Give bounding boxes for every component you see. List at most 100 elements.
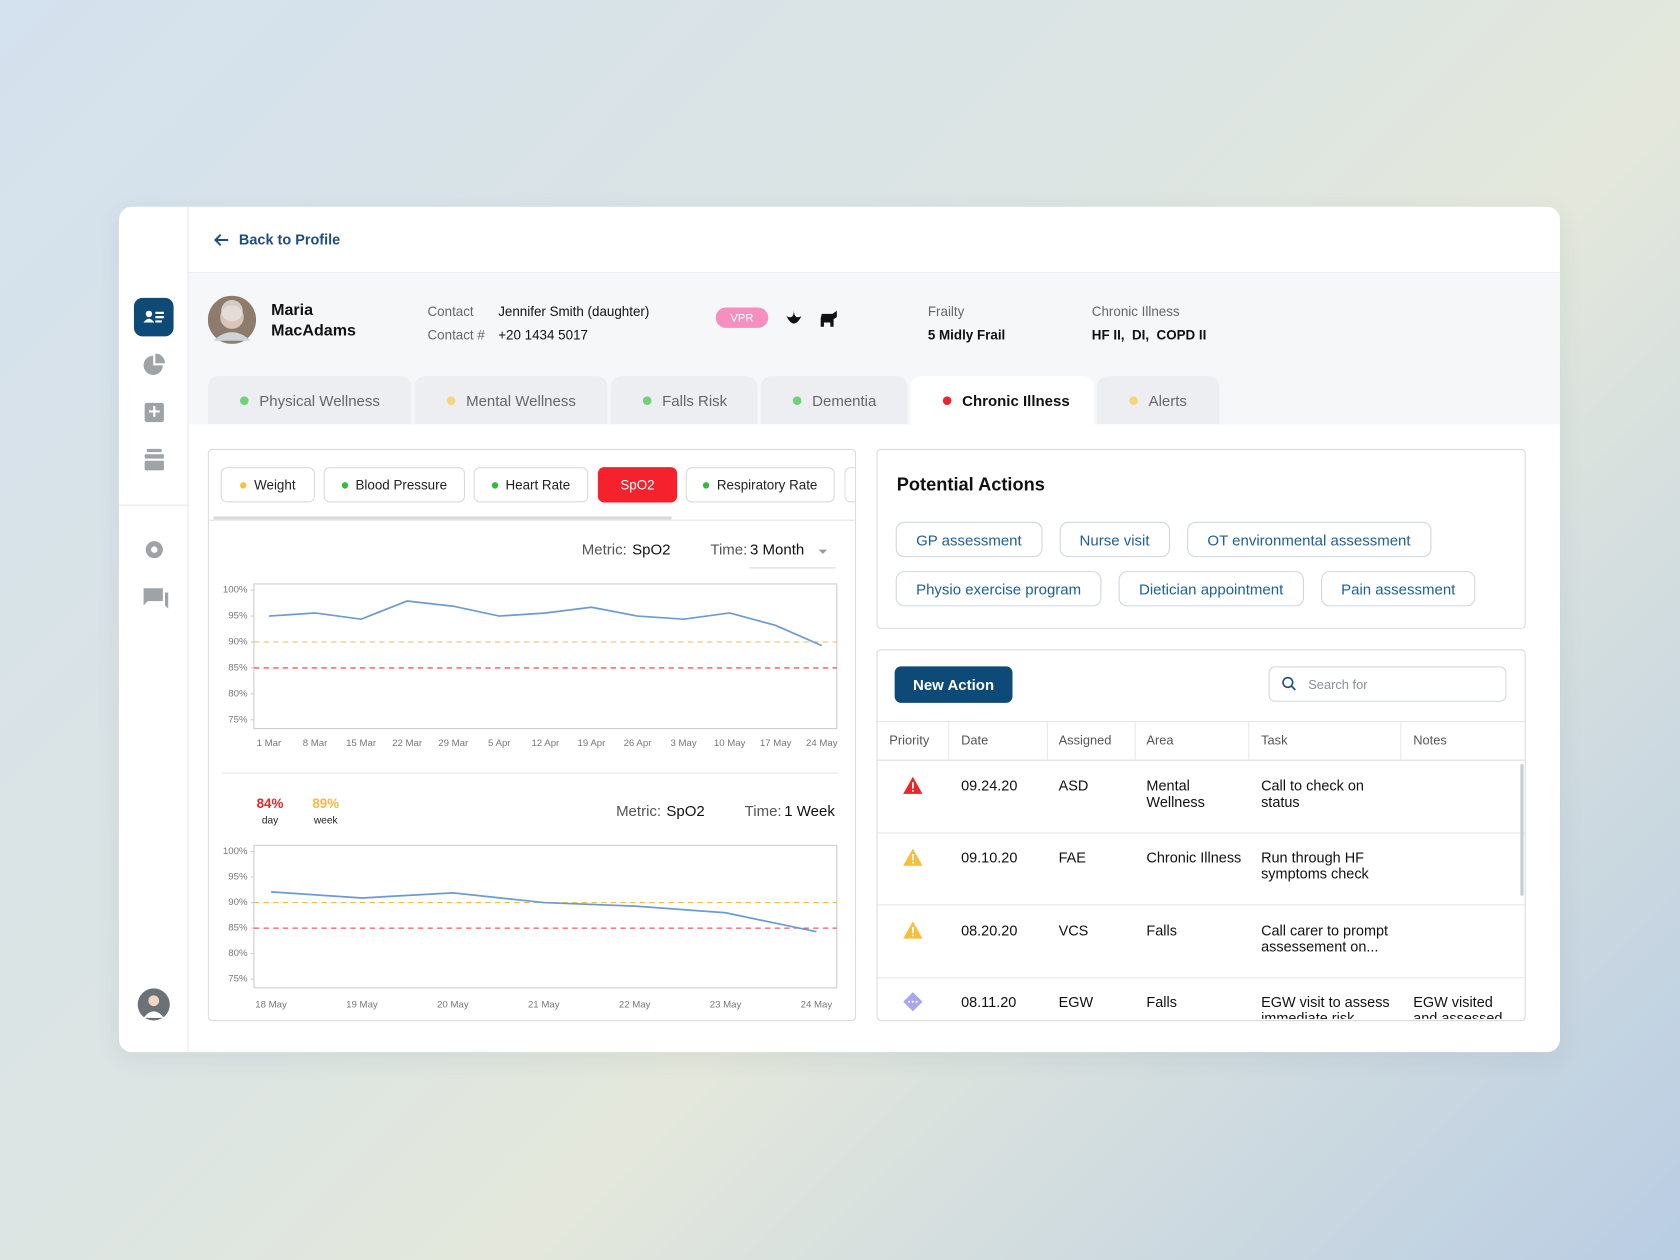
column-separator [1248, 722, 1250, 760]
tab-label: Physical Wellness [259, 391, 380, 409]
cell-task: Call to check on status [1261, 777, 1364, 811]
phone-value: +20 1434 5017 [498, 327, 588, 343]
column-header: Assigned [1058, 732, 1112, 748]
tab-dot[interactable] [1129, 395, 1138, 405]
metric-tab-label: Heart Rate [505, 477, 571, 493]
back-link[interactable]: Back to Profile [238, 231, 341, 248]
cell-date: 09.24.20 [961, 777, 1018, 794]
column-header: Date [961, 732, 989, 748]
cell-date: 09.10.20 [961, 849, 1018, 867]
tab-label: Alerts [1148, 391, 1187, 409]
cell-assigned: EGW [1058, 994, 1094, 1011]
cell-task: Run through HF symptoms check [1261, 849, 1369, 883]
column-separator [1400, 722, 1402, 760]
column-header: Notes [1413, 732, 1447, 748]
actions-title: Potential Actions [896, 474, 1045, 496]
column-header: Priority [889, 732, 930, 748]
metric-tab[interactable]: Weight [220, 467, 316, 503]
frailty-label: Frailty [927, 304, 965, 320]
phone-label: Contact # [427, 327, 485, 343]
column-separator [1134, 722, 1136, 760]
scrollbar [213, 516, 672, 520]
patient-name: Maria MacAdams [271, 301, 356, 340]
search-icon [1282, 676, 1296, 691]
new-action-button[interactable]: New Action [894, 666, 1013, 703]
metric-tab-dot[interactable] [491, 481, 498, 489]
cell-date: 08.20.20 [961, 922, 1018, 939]
nav-profile[interactable] [133, 297, 174, 337]
tab-dot[interactable] [642, 395, 652, 405]
badge: VPR [715, 307, 769, 328]
table-header-border [877, 759, 1525, 761]
tab[interactable]: Mental Wellness [414, 376, 608, 425]
table-row[interactable]: 08.11.20 EGW Falls EGW visit to assess imme… [878, 977, 1525, 1019]
tab-label: Mental Wellness [466, 391, 576, 409]
cell-area: Falls [1146, 922, 1177, 939]
tab[interactable]: Chronic Illness [910, 376, 1094, 425]
priority-icon [903, 920, 923, 939]
metric-tab-dot[interactable] [341, 481, 348, 489]
metric-tab[interactable]: Respiratory Rate [685, 467, 835, 503]
action-chips: GP assessment Nurse visit OT environmental… [895, 521, 1496, 607]
search-box[interactable] [1268, 666, 1507, 702]
search-placeholder: Search for [1308, 677, 1368, 693]
nav-icon [143, 310, 164, 323]
action-chip[interactable]: Pain assessment [1320, 571, 1476, 607]
metric-tab-label: Blood Pressure [355, 477, 448, 493]
column-separator [1046, 722, 1048, 760]
table-row[interactable]: 09.24.20 ASD Mental Wellness Call to check … [877, 761, 1525, 834]
action-chip[interactable]: OT environmental assessment [1187, 521, 1431, 558]
priority-icon [903, 776, 923, 794]
header-border [187, 272, 1561, 274]
tab-dot[interactable] [942, 395, 952, 405]
metric-tab[interactable]: Heart Rate [473, 467, 589, 503]
tab-dot[interactable] [240, 395, 249, 405]
sidebar-border [187, 206, 189, 1053]
column-header: Area [1146, 732, 1174, 748]
chart-separator [221, 772, 839, 774]
actions-table-panel [876, 649, 1526, 1022]
action-chip[interactable]: GP assessment [895, 521, 1043, 558]
table-row[interactable]: 08.20.20 VCS Falls Call carer to prompt ass… [877, 905, 1525, 978]
tab[interactable]: Dementia [760, 376, 908, 425]
contact-label: Contact [427, 304, 474, 320]
tab-dot[interactable] [792, 395, 802, 405]
cell-assigned: FAE [1058, 849, 1086, 867]
table-top-border [877, 721, 1525, 723]
nav-icons[interactable] [139, 351, 169, 619]
tab[interactable]: Falls Risk [610, 376, 758, 425]
tabs-border [208, 519, 856, 521]
table-row[interactable]: 09.10.20 FAE Chronic Illness Run through HF… [877, 833, 1525, 906]
sidebar-divider [118, 504, 188, 506]
metric-tab-dot[interactable] [702, 481, 710, 489]
action-chip[interactable]: Dietician appointment [1118, 571, 1304, 607]
actions-panel [876, 448, 1526, 629]
back-arrow[interactable] [212, 231, 231, 248]
cell-task: EGW visit to assess immediate risk [1261, 994, 1390, 1019]
table-scrollbar [1520, 763, 1524, 896]
tab-label: Falls Risk [662, 391, 728, 409]
cell-assigned: VCS [1058, 922, 1089, 939]
metrics-panel [207, 448, 857, 1022]
tab[interactable]: Alerts [1097, 376, 1220, 425]
metric-tab-label: Weight [254, 477, 296, 493]
status-icons [786, 309, 837, 327]
patient-photo [207, 295, 257, 344]
action-chip[interactable]: Nurse visit [1059, 521, 1170, 558]
tab-label: Dementia [812, 391, 877, 409]
action-chip[interactable]: Physio exercise program [895, 571, 1102, 607]
chronic-value: HF II, DI, COPD II [1091, 327, 1207, 343]
metric-tab-dot[interactable] [240, 481, 247, 489]
chronic-label: Chronic Illness [1091, 304, 1180, 320]
metric-tab[interactable]: Blood Pressure [323, 467, 466, 503]
tab-dot[interactable] [446, 395, 456, 405]
metric-tab-more[interactable] [844, 467, 856, 503]
table-body: 09.24.20 ASD Mental Wellness Call to check … [877, 761, 1525, 1019]
cell-assigned: ASD [1058, 777, 1089, 794]
column-header: Task [1261, 732, 1288, 748]
cell-area: Mental Wellness [1146, 777, 1205, 811]
tab[interactable]: Physical Wellness [207, 376, 412, 425]
user-avatar[interactable] [137, 988, 170, 1021]
metric-tab[interactable]: SpO2 [597, 467, 678, 503]
